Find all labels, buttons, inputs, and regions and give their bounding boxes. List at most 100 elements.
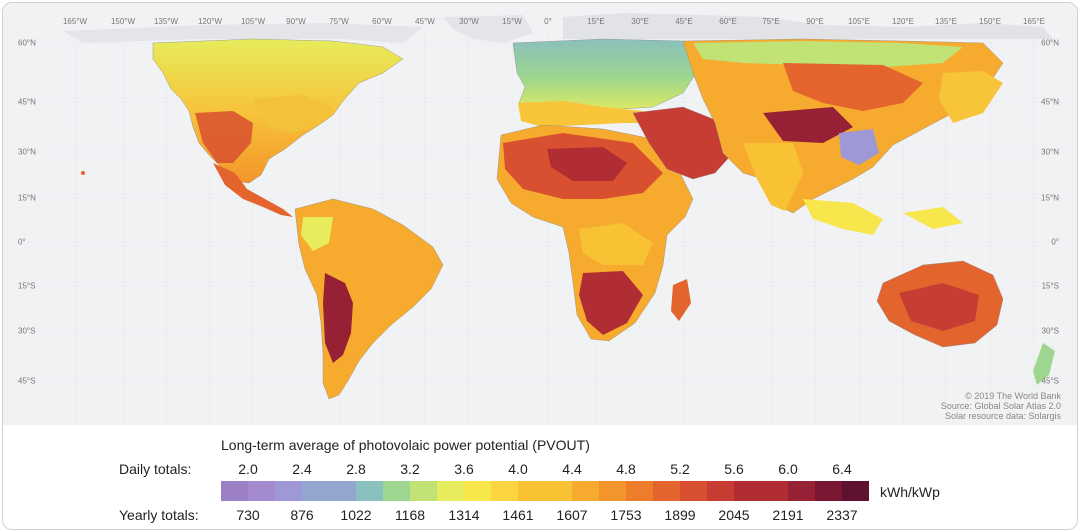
new-zealand	[1033, 343, 1055, 385]
daily-tick: 2.8	[346, 461, 366, 477]
central-africa	[579, 223, 653, 265]
yearly-tick: 2045	[718, 507, 750, 523]
scale-swatch	[545, 481, 572, 501]
daily-tick: 2.0	[238, 461, 258, 477]
scale-swatch	[356, 481, 383, 501]
japan-region	[939, 71, 1003, 123]
scale-swatch	[626, 481, 653, 501]
lon-label: 15°W	[502, 17, 522, 26]
lon-label: 105°E	[848, 17, 870, 26]
lon-label: 30°E	[631, 17, 649, 26]
yearly-tick: 2191	[772, 507, 804, 523]
lon-label: 120°E	[892, 17, 914, 26]
central-america	[213, 163, 293, 217]
map-graphic	[3, 13, 1077, 425]
scale-swatch	[572, 481, 599, 501]
lon-label: 135°W	[153, 17, 179, 26]
lon-label: 75°E	[762, 17, 780, 26]
lat-label-right: 60°N	[1041, 38, 1059, 48]
arabian-peninsula	[632, 106, 734, 180]
pvout-legend: Long-term average of photovolaic power p…	[3, 425, 1077, 529]
scale-swatch	[842, 481, 869, 501]
kalahari	[579, 271, 643, 335]
credit-source: Source: Global Solar Atlas 2.0	[940, 401, 1061, 411]
lon-label: 105°W	[240, 17, 266, 26]
scale-swatch	[248, 481, 275, 501]
indonesia	[903, 207, 963, 229]
scale-swatch	[707, 481, 734, 501]
lat-label-left: 45°N	[18, 97, 36, 107]
australia-interior	[899, 283, 979, 331]
lon-label: 90°W	[286, 17, 306, 26]
yearly-tick: 876	[290, 507, 314, 523]
daily-tick: 4.4	[562, 461, 582, 477]
lon-label: 90°E	[806, 17, 824, 26]
lon-label: 150°W	[110, 17, 136, 26]
sichuan-basin	[839, 129, 879, 165]
yearly-totals-label: Yearly totals:	[119, 507, 199, 523]
scale-swatch	[653, 481, 680, 501]
atacama	[323, 273, 353, 363]
us-east	[253, 95, 333, 133]
scale-swatch	[383, 481, 410, 501]
daily-tick: 3.6	[454, 461, 474, 477]
legend-title: Long-term average of photovolaic power p…	[221, 437, 590, 453]
daily-tick: 6.0	[778, 461, 798, 477]
scale-swatch	[302, 481, 329, 501]
tibet	[763, 107, 853, 143]
lat-label-right: 0°	[1051, 237, 1059, 247]
scale-swatch	[329, 481, 356, 501]
yearly-tick: 1168	[394, 507, 426, 523]
lat-label-right: 45°N	[1041, 97, 1059, 107]
lon-label: 120°W	[197, 17, 223, 26]
map-credit: © 2019 The World Bank Source: Global Sol…	[941, 391, 1061, 421]
lon-label: 45°W	[415, 17, 435, 26]
scale-swatch	[734, 481, 761, 501]
daily-tick: 3.2	[400, 461, 420, 477]
daily-tick: 4.0	[508, 461, 528, 477]
arctic-land	[563, 13, 1053, 39]
scale-swatch	[518, 481, 545, 501]
yearly-tick: 1022	[340, 507, 372, 523]
color-scale-bar	[221, 481, 869, 501]
lon-label: 165°W	[62, 17, 88, 26]
scale-swatch	[788, 481, 815, 501]
daily-totals-label: Daily totals:	[119, 461, 192, 477]
scale-swatch	[410, 481, 437, 501]
yearly-tick: 1753	[610, 507, 642, 523]
arctic-canada	[63, 23, 423, 43]
lat-label-left: 0°	[18, 237, 26, 247]
lon-label: 135°E	[935, 17, 957, 26]
daily-tick: 5.2	[670, 461, 690, 477]
yearly-tick: 2337	[826, 507, 858, 523]
madagascar	[671, 279, 691, 321]
credit-data: Solar resource data: Solargis	[944, 411, 1061, 421]
lat-label-left: 15°N	[18, 193, 36, 203]
lat-label-right: 45°S	[1041, 376, 1059, 386]
scale-swatch	[599, 481, 626, 501]
siberia	[693, 41, 963, 67]
sahara-core	[547, 147, 627, 181]
lon-label: 30°W	[459, 17, 479, 26]
scale-swatch	[680, 481, 707, 501]
scale-swatch	[437, 481, 464, 501]
hawaii	[81, 171, 85, 175]
mediterranean-europe	[518, 101, 663, 127]
lon-label: 60°E	[719, 17, 737, 26]
world-pvout-map: 165°W 150°W 135°W 120°W 105°W 90°W 75°W …	[3, 3, 1077, 425]
scale-swatch	[815, 481, 842, 501]
lat-label-right: 15°S	[1041, 281, 1059, 291]
lat-label-left: 30°S	[18, 326, 36, 336]
yearly-tick: 1607	[556, 507, 588, 523]
scale-swatch	[221, 481, 248, 501]
yearly-tick: 730	[236, 507, 260, 523]
southeast-asia	[803, 199, 883, 235]
lat-label-right: 30°S	[1041, 326, 1059, 336]
lon-label: 45°E	[675, 17, 693, 26]
greenland	[443, 15, 533, 43]
lat-label-right: 30°N	[1041, 147, 1059, 157]
daily-tick: 6.4	[832, 461, 852, 477]
lon-label: 15°E	[587, 17, 605, 26]
daily-tick: 5.6	[724, 461, 744, 477]
